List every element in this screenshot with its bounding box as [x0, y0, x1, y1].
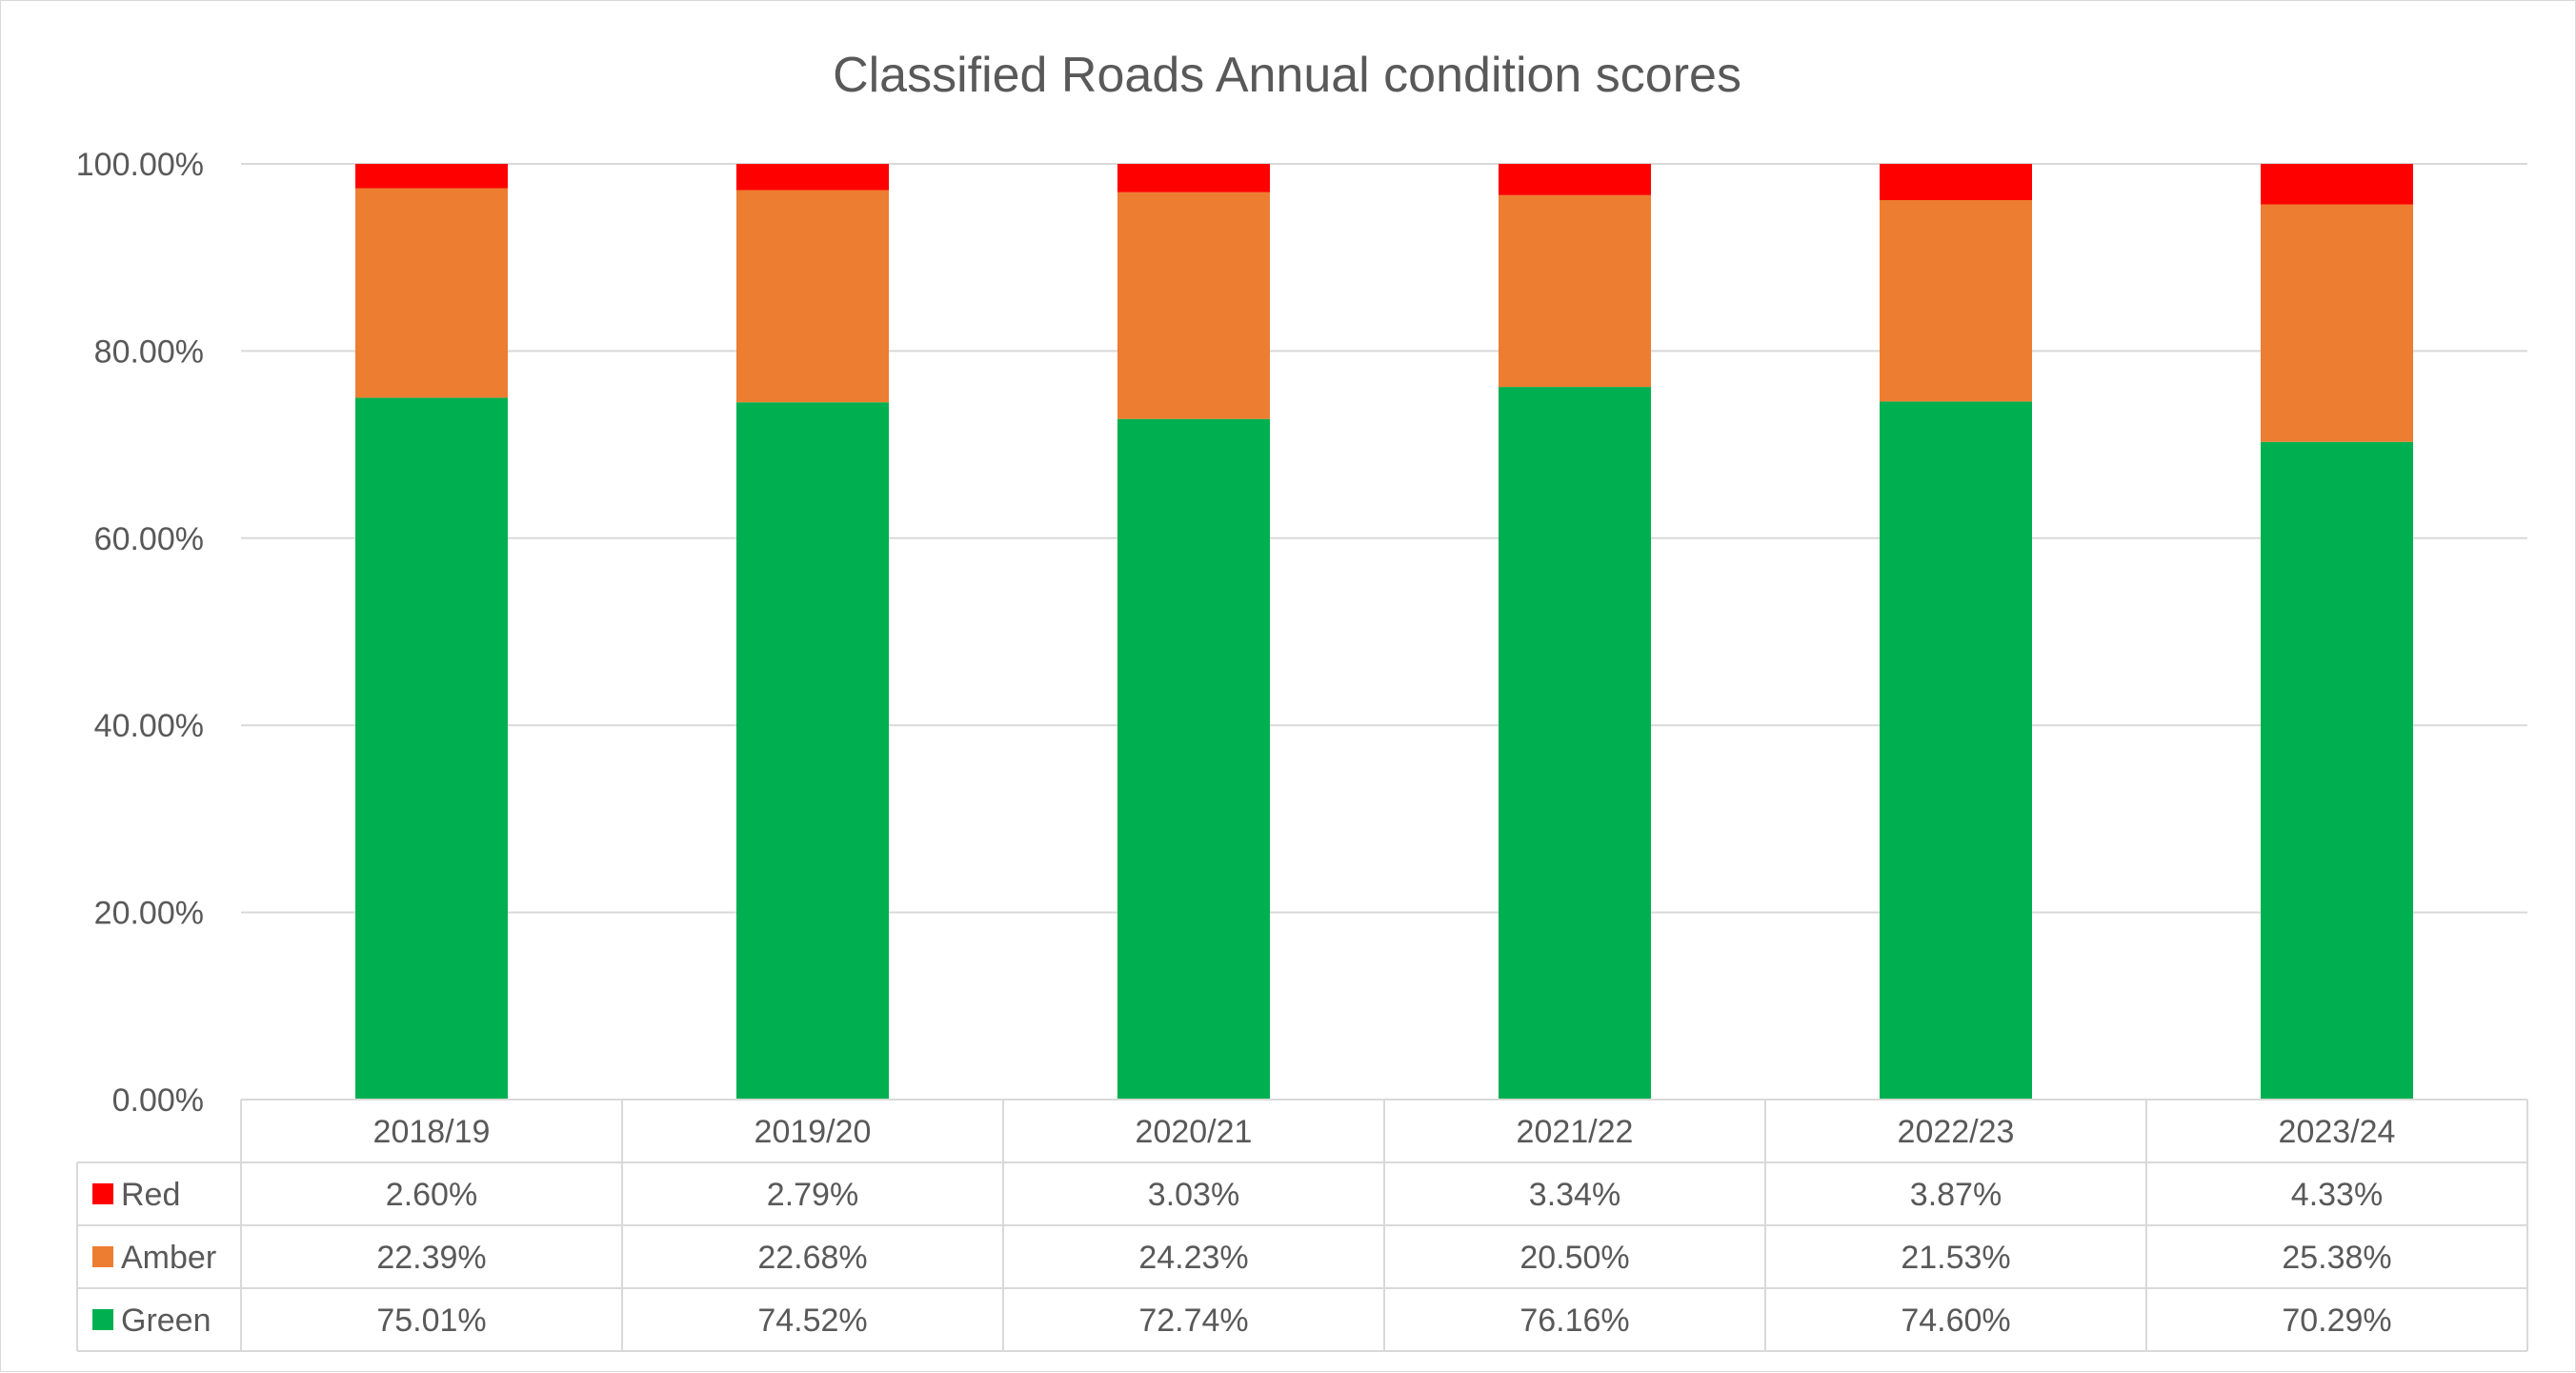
y-axis-ticks: 0.00% 20.00% 40.00% 60.00% 80.00% 100.00% — [76, 147, 204, 1119]
x-category-label: 2020/21 — [1136, 1114, 1253, 1150]
bar-red — [1880, 164, 2032, 201]
data-label: 21.53% — [1901, 1240, 2010, 1276]
bar-red — [1117, 164, 1270, 192]
data-label: 3.03% — [1148, 1177, 1239, 1213]
bar-green — [736, 402, 889, 1100]
data-label: 22.68% — [757, 1240, 867, 1276]
y-tick-label: 100.00% — [76, 147, 204, 183]
data-label: 74.60% — [1901, 1302, 2010, 1339]
data-label: 72.74% — [1138, 1302, 1248, 1339]
legend-key-amber — [92, 1246, 113, 1267]
legend-label: Red — [121, 1177, 180, 1213]
data-label: 70.29% — [2282, 1302, 2391, 1339]
legend-key-green — [92, 1309, 113, 1330]
bar-amber — [355, 188, 508, 398]
bar-green — [355, 397, 508, 1100]
bar-red — [736, 164, 889, 191]
bars — [355, 164, 2413, 1100]
bar-red — [355, 164, 508, 189]
x-category-label: 2022/23 — [1898, 1114, 2015, 1150]
y-tick-label: 60.00% — [94, 521, 204, 557]
bar-green — [1880, 401, 2032, 1100]
bar-green — [1117, 418, 1270, 1100]
data-label: 4.33% — [2291, 1177, 2383, 1213]
x-category-label: 2023/24 — [2279, 1114, 2396, 1150]
x-category-label: 2019/20 — [755, 1114, 872, 1150]
data-label: 3.34% — [1529, 1177, 1620, 1213]
bar-amber — [1880, 200, 2032, 402]
data-label: 25.38% — [2282, 1240, 2391, 1276]
bar-amber — [1117, 192, 1270, 419]
chart-title: Classified Roads Annual condition scores — [833, 48, 1741, 103]
y-tick-label: 20.00% — [94, 896, 204, 932]
x-category-label: 2021/22 — [1517, 1114, 1634, 1150]
data-label: 2.60% — [386, 1177, 477, 1213]
data-label: 22.39% — [376, 1240, 486, 1276]
y-tick-label: 0.00% — [112, 1082, 204, 1119]
bar-amber — [1499, 194, 1651, 388]
bar-green — [1499, 387, 1651, 1100]
data-label: 3.87% — [1910, 1177, 2002, 1213]
legend-key-red — [92, 1183, 113, 1204]
bar-green — [2261, 441, 2413, 1100]
x-category-label: 2018/19 — [373, 1114, 491, 1150]
data-label: 76.16% — [1519, 1302, 1629, 1339]
data-label: 2.79% — [767, 1177, 858, 1213]
y-tick-label: 40.00% — [94, 708, 204, 744]
data-label: 74.52% — [757, 1302, 867, 1339]
legend-label: Amber — [121, 1240, 216, 1276]
data-table: 2018/19 2019/20 2020/21 2021/22 2022/23 2023/… — [76, 1099, 2528, 1352]
y-tick-label: 80.00% — [94, 333, 204, 370]
bar-red — [1499, 164, 1651, 195]
data-label: 24.23% — [1138, 1240, 1248, 1276]
legend-label: Green — [121, 1302, 211, 1339]
bar-amber — [736, 190, 889, 403]
bar-amber — [2261, 204, 2413, 442]
data-label: 20.50% — [1519, 1240, 1629, 1276]
bar-red — [2261, 164, 2413, 205]
data-label: 75.01% — [376, 1302, 486, 1339]
gridlines — [241, 163, 2527, 1100]
